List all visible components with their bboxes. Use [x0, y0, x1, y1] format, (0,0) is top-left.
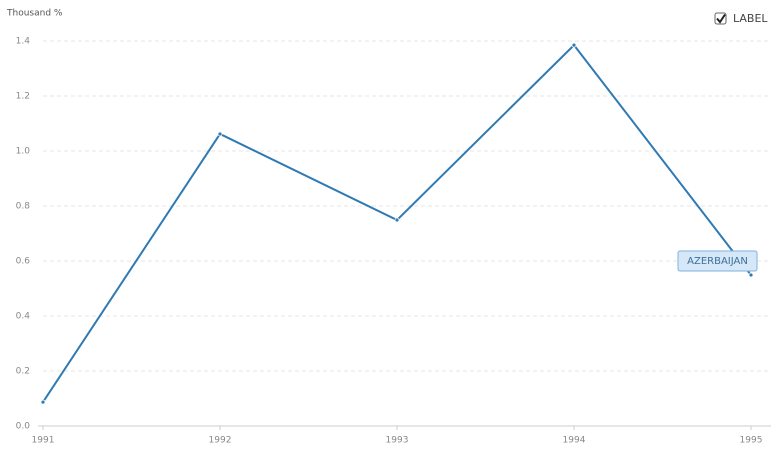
series-label: AZERBAIJAN: [677, 250, 758, 272]
x-tick-label: 1991: [32, 436, 55, 446]
y-tick-label: 1.0: [16, 147, 31, 157]
y-tick-label: 0.4: [16, 312, 31, 322]
y-tick-label: 1.4: [16, 37, 31, 47]
y-tick-label: 0.2: [16, 367, 30, 377]
series-line: [42, 43, 752, 403]
y-tick-label: 0.6: [16, 257, 31, 267]
series-label-text: AZERBAIJAN: [687, 256, 748, 267]
y-tick-label: 0.8: [16, 202, 31, 212]
label-toggle[interactable]: LABEL: [714, 12, 768, 25]
check-mark: [716, 13, 726, 24]
data-point: [394, 217, 400, 223]
data-point: [571, 42, 577, 48]
data-point: [748, 272, 754, 278]
y-tick-label: 1.2: [16, 92, 30, 102]
data-point: [40, 399, 46, 405]
y-axis-label: Thousand %: [6, 9, 63, 19]
y-tick-label: 0.0: [16, 422, 31, 432]
x-tick-label: 1994: [563, 436, 586, 446]
x-tick-label: 1992: [209, 436, 232, 446]
series-label-box: [677, 250, 758, 272]
toggle-label[interactable]: LABEL: [733, 12, 768, 25]
x-tick-label: 1995: [740, 436, 763, 446]
x-tick-label: 1993: [386, 436, 409, 446]
data-point: [217, 131, 223, 137]
